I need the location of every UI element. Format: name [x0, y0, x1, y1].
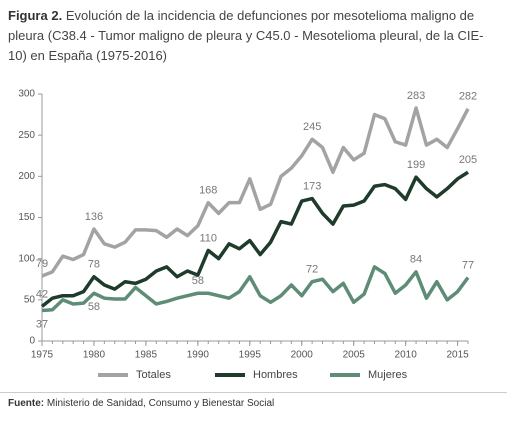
- data-label: 245: [303, 121, 321, 133]
- source-label: Fuente:: [8, 398, 45, 409]
- data-label: 136: [85, 211, 103, 223]
- y-tick-label: 0: [29, 336, 35, 347]
- data-label: 110: [199, 232, 217, 244]
- title-text: Evolución de la incidencia de defuncione…: [8, 8, 484, 63]
- data-label: 37: [36, 318, 48, 330]
- series-line: [41, 265, 470, 313]
- title-label: Figura 2.: [8, 8, 63, 23]
- legend-label: Totales: [136, 369, 171, 381]
- data-label: 283: [407, 90, 425, 102]
- legend-label: Hombres: [253, 369, 298, 381]
- y-tick-label: 200: [18, 171, 35, 182]
- y-tick-label: 250: [18, 130, 35, 141]
- x-tick-label: 1975: [31, 350, 54, 361]
- x-tick-label: 2000: [291, 350, 314, 361]
- data-label: 84: [410, 254, 422, 266]
- separator: [0, 392, 507, 393]
- x-tick-label: 1990: [187, 350, 210, 361]
- data-label: 77: [462, 260, 474, 272]
- data-label: 205: [459, 154, 477, 166]
- x-tick-label: 2010: [395, 350, 418, 361]
- y-tick-label: 50: [24, 294, 36, 305]
- data-label: 282: [459, 91, 477, 103]
- y-tick-label: 150: [18, 212, 35, 223]
- x-tick-label: 2005: [343, 350, 366, 361]
- series-line: [40, 170, 469, 308]
- y-tick-label: 100: [18, 253, 35, 264]
- y-tick-label: 300: [18, 89, 35, 100]
- data-label: 58: [88, 301, 100, 313]
- x-tick-label: 1980: [83, 350, 106, 361]
- series-line: [41, 106, 470, 278]
- source: Fuente: Ministerio de Sanidad, Consumo y…: [8, 398, 274, 409]
- data-label: 72: [306, 264, 318, 276]
- data-label: 42: [36, 288, 48, 300]
- x-tick-label: 1995: [239, 350, 262, 361]
- chart-title: Figura 2. Evolución de la incidencia de …: [8, 6, 500, 66]
- x-tick-label: 1985: [135, 350, 158, 361]
- legend-label: Mujeres: [368, 369, 408, 381]
- data-label: 79: [36, 258, 48, 270]
- data-label: 173: [303, 180, 321, 192]
- data-label: 199: [407, 159, 425, 171]
- source-text: Ministerio de Sanidad, Consumo y Bienest…: [46, 398, 275, 409]
- x-tick-label: 2015: [446, 350, 469, 361]
- data-label: 78: [88, 259, 100, 271]
- data-label: 58: [192, 275, 204, 287]
- data-label: 168: [199, 185, 217, 197]
